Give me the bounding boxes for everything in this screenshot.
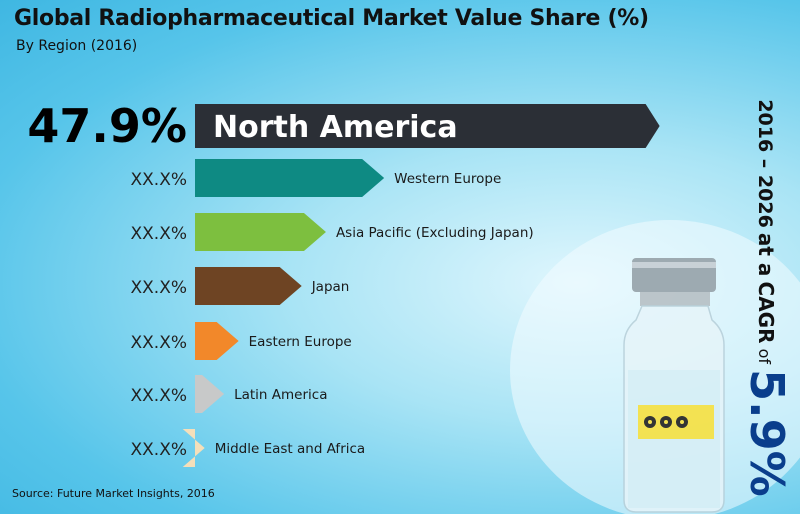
chart-title: Global Radiopharmaceutical Market Value … [14,6,649,31]
category-label: Western Europe [394,171,501,187]
value-label: XX.X% [131,278,188,298]
value-label: 47.9% [27,99,187,153]
value-label: XX.X% [131,170,188,190]
source-note: Source: Future Market Insights, 2016 [12,487,215,500]
bar-north-america [195,104,660,148]
bar-eastern-europe [195,322,239,360]
category-label: Asia Pacific (Excluding Japan) [336,225,534,241]
category-label: Middle East and Africa [215,441,366,457]
cagr-of: of [755,348,774,364]
bar-western-europe [195,159,385,197]
cagr-callout: 2016 – 2026 at a CAGR of 5.9% [732,99,800,496]
category-label: Japan [311,279,350,295]
chart-subtitle: By Region (2016) [16,38,138,54]
bar-japan [195,267,302,305]
cagr-at-a: at a [754,232,778,276]
value-label: XX.X% [131,224,188,244]
value-label: XX.X% [131,333,188,353]
category-label: Eastern Europe [249,334,352,350]
cagr-value: 5.9% [740,368,794,497]
vial-image [623,258,725,513]
bar-latin-america [195,375,225,413]
cagr-label: CAGR [754,281,778,343]
value-label: XX.X% [131,386,188,406]
category-label: North America [213,110,458,145]
bar-asia-pacific-excluding-japan [195,213,326,251]
category-label: Latin America [234,387,327,403]
cagr-text: 2016 – 2026 at a CAGR of 5.9% [740,99,794,496]
value-label: XX.X% [131,440,188,460]
bar-middle-east-and-africa [182,429,205,467]
cagr-period: 2016 – 2026 [754,98,776,228]
